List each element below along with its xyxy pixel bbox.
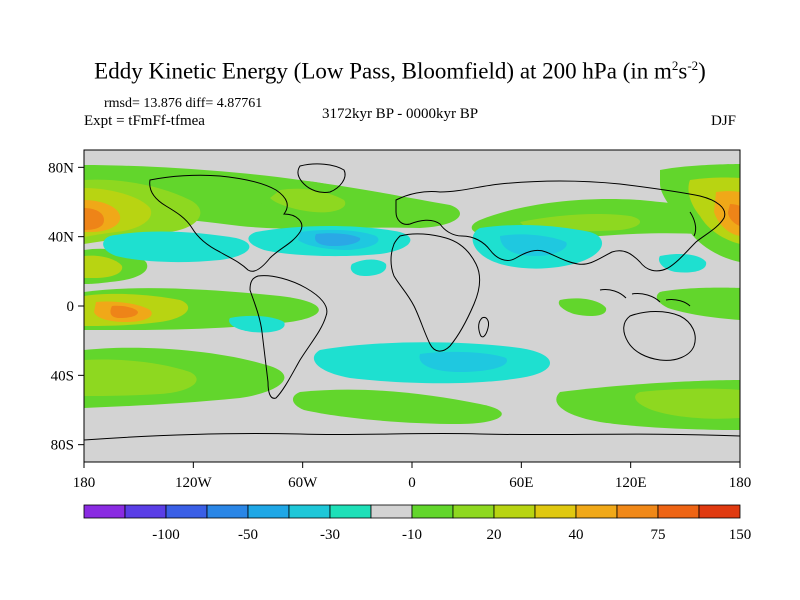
lon-label: 60W (288, 475, 318, 491)
coastline-north-america (149, 174, 303, 272)
colorbar-label: 20 (487, 527, 502, 543)
field-region (84, 208, 104, 230)
colorbar-box (493, 504, 536, 519)
coastline-madagascar (478, 317, 489, 338)
colorbar-boxes (83, 504, 741, 519)
colorbar-label: 75 (651, 527, 666, 543)
colorbar-box (165, 504, 208, 519)
field-region (558, 298, 607, 316)
coastline-antarctica (84, 432, 740, 441)
lon-label: 120W (175, 475, 213, 491)
coastline-south-america (249, 275, 328, 399)
colorbar-label: 150 (729, 527, 752, 543)
colorbar-label: -50 (238, 527, 258, 543)
colorbar-box (288, 504, 331, 519)
colorbar-box (206, 504, 249, 519)
colorbar-labels: -100 -50 -30 -10 20 40 75 150 (152, 527, 751, 543)
field-region (292, 389, 502, 424)
colorbar-box (575, 504, 618, 519)
field-region (714, 191, 740, 236)
coastline-australia (623, 311, 696, 361)
field-region (728, 204, 740, 226)
colorbar-label: -30 (320, 527, 340, 543)
colorbar-box (247, 504, 290, 519)
field-region (658, 254, 707, 273)
colorbar-box (124, 504, 167, 519)
coastline-africa (390, 233, 481, 352)
field-region (103, 231, 250, 263)
coastline-greenland (297, 163, 346, 193)
coastline-europe-asia (395, 180, 726, 272)
lat-label: 40N (48, 230, 74, 246)
lon-label: 0 (408, 475, 416, 491)
field-region (84, 255, 123, 278)
coastlines (84, 163, 740, 441)
lon-label: 180 (73, 475, 96, 491)
experiment-label: Expt = tFmFf-tfmea (84, 113, 205, 129)
lon-label: 60E (509, 475, 533, 491)
field-region (350, 259, 387, 276)
colorbar-box (616, 504, 659, 519)
field-region (500, 234, 567, 256)
colorbar-box (329, 504, 372, 519)
lat-label: 80N (48, 160, 74, 176)
field-region (84, 359, 197, 396)
latitude-axis: 80N 40N 0 40S 80S (48, 160, 84, 454)
chart-title: Eddy Kinetic Energy (Low Pass, Bloomfiel… (94, 58, 706, 84)
colorbar-label: 40 (569, 527, 584, 543)
colorbar-box (411, 504, 454, 519)
period-label: 3172kyr BP - 0000kyr BP (321, 106, 479, 122)
colorbar-box (452, 504, 495, 519)
colorbar-box (83, 504, 126, 519)
lat-label: 0 (67, 299, 75, 315)
field-contours (84, 164, 740, 430)
colorbar-box (698, 504, 741, 519)
field-region (314, 233, 361, 246)
field-region (419, 351, 507, 372)
colorbar-label: -100 (152, 527, 180, 543)
colorbar-box (534, 504, 577, 519)
field-region (270, 188, 346, 213)
coastline-maritime-continent (599, 289, 691, 307)
stats-text: rmsd= 13.876 diff= 4.87761 (104, 96, 263, 111)
colorbar-label: -10 (402, 527, 422, 543)
field-region (110, 305, 138, 318)
colorbar-box (370, 504, 413, 519)
field-region (635, 388, 740, 419)
field-region (229, 315, 285, 333)
longitude-axis: 180 120W 60W 0 60E 120E 180 (73, 462, 752, 491)
season-label: DJF (711, 113, 737, 129)
coastline-japan (689, 211, 697, 237)
lon-label: 180 (729, 475, 752, 491)
field-region (656, 287, 740, 320)
lat-label: 80S (51, 438, 74, 454)
lat-label: 40S (51, 368, 74, 384)
colorbar-box (657, 504, 700, 519)
lon-label: 120E (615, 475, 647, 491)
